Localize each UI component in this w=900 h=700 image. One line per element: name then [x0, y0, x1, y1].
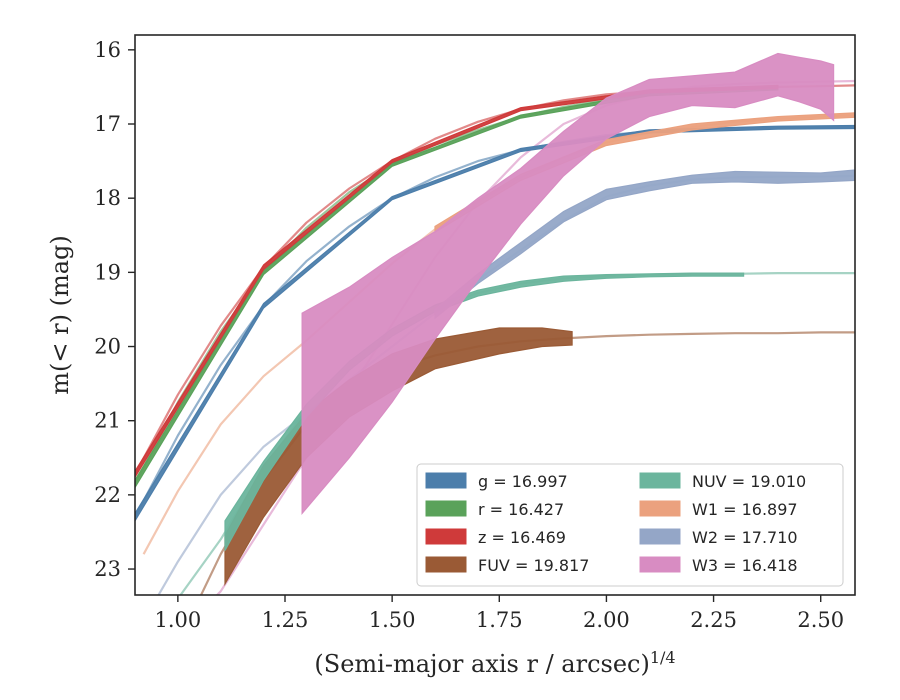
y-tick-label: 18	[94, 186, 121, 210]
y-tick-label: 22	[94, 483, 121, 507]
legend-label-z: z = 16.469	[478, 528, 566, 547]
y-tick-label: 20	[94, 335, 121, 359]
legend-box	[416, 463, 844, 587]
plot-frame	[134, 34, 856, 596]
y-tick-label: 21	[94, 409, 121, 433]
y-tick-label: 17	[94, 112, 121, 136]
x-tick-label: 1.50	[369, 608, 416, 632]
series-w3-band	[301, 52, 835, 516]
x-tick-label: 1.75	[476, 608, 523, 632]
legend-swatch-g	[425, 472, 467, 489]
x-tick-label: 1.25	[262, 608, 309, 632]
y-axis: 16 17 18 19 20 21 22 23	[94, 38, 135, 581]
x-tick-label: 1.00	[154, 608, 201, 632]
legend-swatch-nuv	[639, 472, 681, 489]
series-layer	[135, 52, 855, 595]
legend-swatch-w3	[639, 556, 681, 573]
legend-swatch-fuv	[425, 556, 467, 573]
legend-swatch-r	[425, 500, 467, 517]
series-g-band	[135, 124, 855, 522]
y-tick-label: 16	[94, 38, 121, 62]
y-tick-label: 23	[94, 557, 121, 581]
legend-label-w2: W2 = 17.710	[692, 528, 798, 547]
x-tick-label: 2.00	[583, 608, 630, 632]
x-tick-label: 2.50	[797, 608, 844, 632]
legend-label-w3: W3 = 16.418	[692, 556, 798, 575]
legend-label-g: g = 16.997	[478, 472, 568, 491]
x-tick-label: 2.25	[690, 608, 737, 632]
legend: g = 16.997 r = 16.427 z = 16.469 FUV = 19.8…	[416, 463, 844, 587]
legend-swatch-w2	[639, 528, 681, 545]
legend-label-nuv: NUV = 19.010	[692, 472, 806, 491]
y-axis-label: m(< r) (mag)	[46, 235, 74, 394]
x-axis-label: (Semi-major axis r / arcsec)1/4	[314, 648, 675, 678]
series-w2-band	[434, 169, 855, 320]
legend-swatch-z	[425, 528, 467, 545]
legend-label-w1: W1 = 16.897	[692, 500, 798, 519]
x-axis: 1.00 1.25 1.50 1.75 2.00 2.25 2.50	[154, 595, 844, 632]
legend-label-fuv: FUV = 19.817	[478, 556, 589, 575]
y-tick-label: 19	[94, 260, 121, 284]
legend-swatch-w1	[639, 500, 681, 517]
legend-label-r: r = 16.427	[478, 500, 564, 519]
